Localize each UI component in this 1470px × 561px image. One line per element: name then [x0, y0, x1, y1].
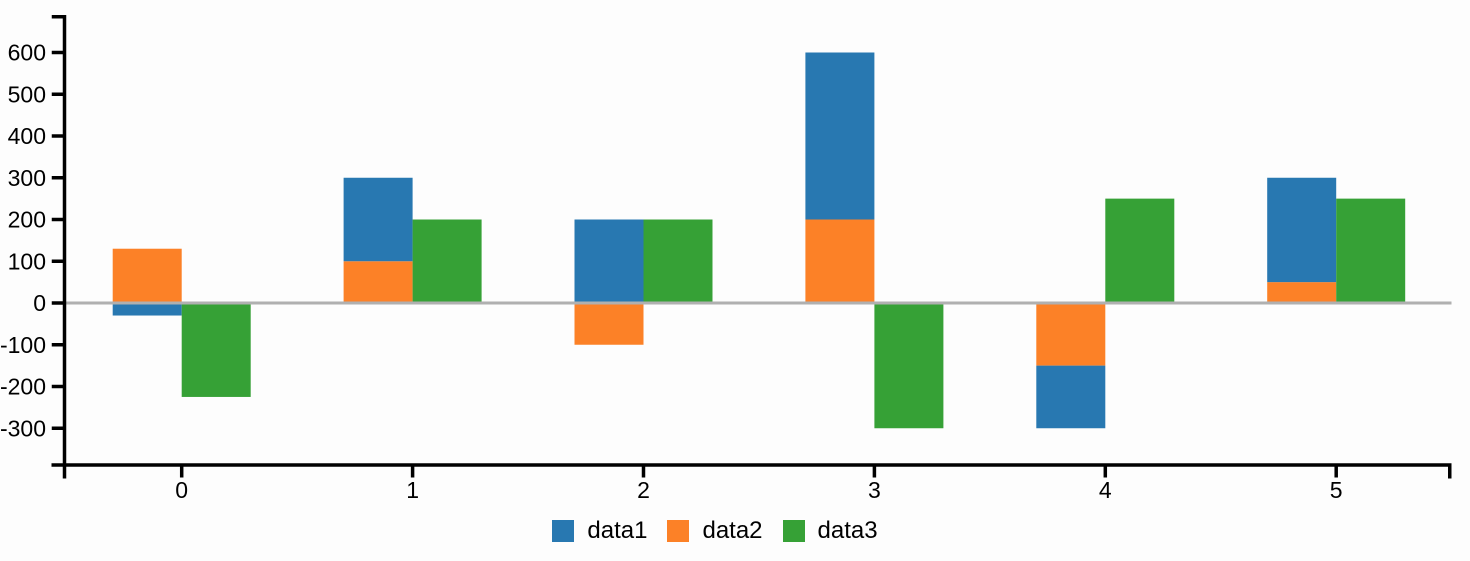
bar-data2-cat0 — [112, 248, 182, 303]
y-tick-label--100: -100 — [0, 332, 46, 358]
y-tick-label--300: -300 — [0, 415, 46, 441]
legend-label-data2: data2 — [702, 517, 763, 544]
x-tick-label-5: 5 — [1330, 477, 1343, 503]
legend-item-data3: data3 — [782, 517, 878, 544]
y-tick-label-500: 500 — [8, 81, 46, 107]
bar-data2-cat3 — [805, 219, 875, 303]
legend-label-data1: data1 — [587, 517, 648, 544]
y-tick-label-0: 0 — [33, 290, 46, 316]
bar-data3-cat5 — [1336, 198, 1406, 303]
legend-swatch-data1 — [552, 520, 575, 542]
bar-data1-cat0 — [112, 303, 182, 316]
legend-label-data3: data3 — [817, 517, 878, 544]
y-tick-label-300: 300 — [8, 165, 46, 191]
legend-item-data2: data2 — [667, 517, 763, 544]
x-tick-label-0: 0 — [175, 477, 188, 503]
bar-data2-cat5 — [1267, 282, 1337, 303]
bar-data1-cat1 — [343, 177, 413, 262]
bar-data3-cat0 — [181, 303, 251, 397]
bar-data3-cat1 — [412, 219, 482, 303]
legend-item-data1: data1 — [552, 519, 647, 543]
y-tick-label-600: 600 — [8, 40, 46, 66]
bar-data3-cat4 — [1105, 198, 1175, 303]
bar-data1-cat5 — [1267, 177, 1337, 283]
bar-data2-cat2 — [574, 303, 644, 345]
y-tick-label-100: 100 — [8, 248, 46, 274]
x-tick-label-4: 4 — [1099, 477, 1112, 503]
legend: data1 data2 data3 — [0, 519, 1450, 543]
y-tick-label-200: 200 — [8, 207, 46, 233]
bar-data2-cat1 — [343, 261, 413, 303]
bar-data1-cat4 — [1036, 365, 1106, 429]
legend-swatch-data3 — [782, 520, 805, 542]
y-tick-label--200: -200 — [0, 374, 46, 400]
x-tick-label-1: 1 — [406, 477, 419, 503]
y-tick-label-400: 400 — [8, 123, 46, 149]
legend-swatch-data2 — [667, 520, 690, 542]
bar-data3-cat2 — [643, 219, 713, 303]
x-tick-label-3: 3 — [868, 477, 881, 503]
bar-data1-cat2 — [574, 219, 644, 303]
x-tick-label-2: 2 — [637, 477, 650, 503]
bar-data1-cat3 — [805, 52, 875, 220]
bar-data2-cat4 — [1036, 303, 1106, 366]
bar-data3-cat3 — [874, 303, 944, 429]
